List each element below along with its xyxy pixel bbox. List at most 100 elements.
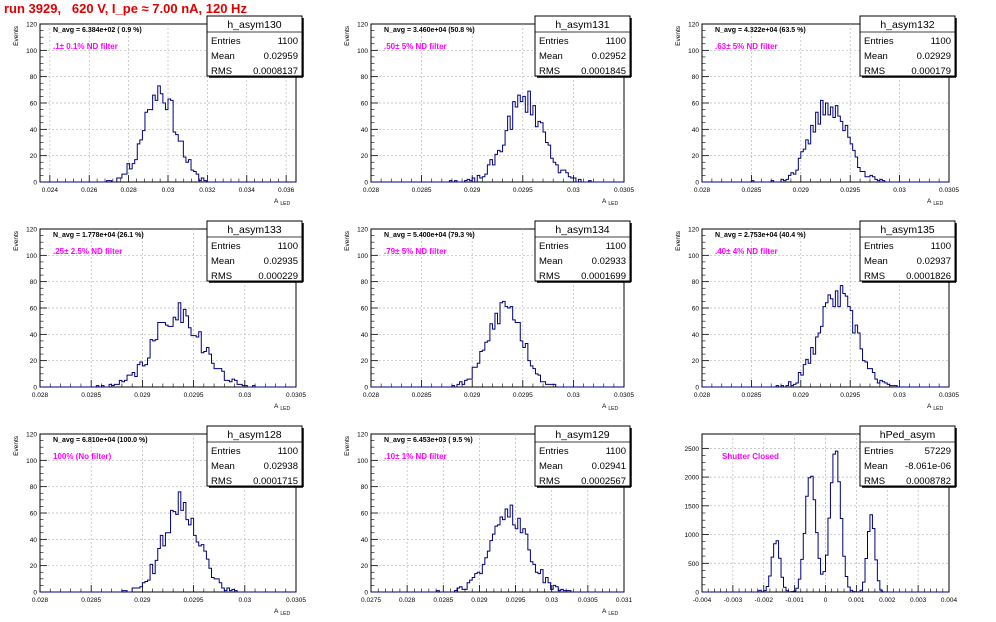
x-axis-label-sub: LED xyxy=(608,611,618,617)
stats-box-frame xyxy=(534,220,631,282)
stats-key-mean: Mean xyxy=(539,461,563,472)
x-tick-label: 0.028 xyxy=(32,597,49,604)
histogram-panel-h_asym129: 0 20 40 60 80 100 120 0.0275 0.028 0.0285 0.029 0.0… xyxy=(344,425,633,617)
x-tick-label: 0.0305 xyxy=(614,392,634,399)
y-tick-label: 120 xyxy=(357,22,368,29)
y-tick-label: 0 xyxy=(364,385,368,392)
stats-box: h_asym134 Entries 1100 Mean 0.02933 RMS 0.0001… xyxy=(534,220,632,283)
stats-value-entries: 1100 xyxy=(278,241,298,252)
navg-label: N_avg = 1.778e+04 (26.1 %) xyxy=(53,232,144,239)
histogram-line xyxy=(702,450,949,593)
histogram-line xyxy=(40,491,296,593)
stats-key-rms: RMS xyxy=(539,271,560,282)
y-tick-label: 120 xyxy=(26,432,37,439)
x-axis-label-sub: LED xyxy=(608,406,618,412)
histogram-panel-h_asym130: 0 20 40 60 80 100 120 0.024 0.026 0.028 0.03 0.032 0… xyxy=(13,15,304,207)
y-axis-label: Events xyxy=(13,25,20,46)
histogram-name: h_asym135 xyxy=(880,224,934,236)
y-tick-label: 120 xyxy=(357,227,368,234)
x-tick-label: 0.0305 xyxy=(614,187,634,194)
stats-box-frame xyxy=(206,220,303,282)
x-tick-label: 0.034 xyxy=(239,187,256,194)
y-tick-label: 40 xyxy=(692,332,700,339)
x-tick-label: 0.03 xyxy=(162,187,175,194)
y-tick-label: 1500 xyxy=(685,503,700,510)
stats-box-frame xyxy=(534,425,631,487)
stats-value-mean: 0.02935 xyxy=(264,256,298,267)
stats-value-rms: 0.000229 xyxy=(258,271,298,282)
histogram-name: h_asym128 xyxy=(227,429,281,441)
x-tick-label: 0.029 xyxy=(464,187,481,194)
histogram-panel-h_asym131: 0 20 40 60 80 100 120 0.028 0.0285 0.029 0.0295 0.0… xyxy=(344,15,634,207)
y-tick-label: 80 xyxy=(692,279,700,286)
stats-key-rms: RMS xyxy=(211,476,232,487)
x-tick-label: 0.004 xyxy=(941,597,958,604)
x-tick-label: 0.03 xyxy=(567,392,580,399)
histogram-line xyxy=(371,504,624,593)
y-axis-label: Events xyxy=(675,230,682,251)
stats-value-mean: 0.02941 xyxy=(592,461,626,472)
y-tick-label: 80 xyxy=(361,484,369,491)
stats-key-entries: Entries xyxy=(539,446,569,457)
stats-key-rms: RMS xyxy=(211,271,232,282)
histogram-line xyxy=(40,302,296,388)
stats-box-frame xyxy=(859,425,956,487)
y-tick-label: 80 xyxy=(30,484,38,491)
x-tick-label: 0.028 xyxy=(694,187,711,194)
x-tick-label: 0.0285 xyxy=(412,187,432,194)
stats-value-rms: 0.0001826 xyxy=(906,271,951,282)
stats-key-mean: Mean xyxy=(211,256,235,267)
y-tick-label: 60 xyxy=(30,101,38,108)
y-tick-label: 20 xyxy=(692,358,700,365)
navg-label: N_avg = 6.810e+04 (100.0 %) xyxy=(53,437,148,444)
y-tick-label: 60 xyxy=(30,511,38,518)
y-tick-label: 100 xyxy=(26,48,37,55)
x-tick-label: 0.028 xyxy=(363,187,380,194)
x-axis-label-sub: LED xyxy=(933,201,943,207)
x-tick-label: -0.002 xyxy=(755,597,774,604)
histogram-line xyxy=(40,85,296,183)
x-tick-label: -0.001 xyxy=(785,597,804,604)
x-tick-label: 0.0305 xyxy=(939,187,959,194)
x-tick-label: 0.0295 xyxy=(840,392,860,399)
histogram-name: h_asym132 xyxy=(880,19,934,31)
histogram-line xyxy=(702,99,949,183)
histogram-name: h_asym133 xyxy=(227,224,281,236)
stats-value-rms: 0.0001699 xyxy=(581,271,626,282)
y-tick-label: 500 xyxy=(688,561,699,568)
x-axis-label: A LED xyxy=(274,608,290,617)
x-tick-label: 0.002 xyxy=(879,597,896,604)
x-tick-label: 0.03 xyxy=(893,187,906,194)
x-tick-label: 0.03 xyxy=(238,392,251,399)
stats-value-entries: 1100 xyxy=(931,36,951,47)
histogram-name: h_asym134 xyxy=(555,224,609,236)
x-tick-label: 0.026 xyxy=(81,187,98,194)
y-tick-label: 20 xyxy=(30,358,38,365)
x-tick-label: 0.029 xyxy=(793,187,810,194)
stats-box-frame xyxy=(859,15,956,77)
histogram-panel-hPed_asym: 0 500 1000 1500 2000 2500 -0.004 -0.003 -0.002 -0… xyxy=(685,425,958,604)
x-tick-label: 0.029 xyxy=(134,597,151,604)
y-tick-label: 2000 xyxy=(685,475,700,482)
stats-key-mean: Mean xyxy=(211,461,235,472)
histogram-name: h_asym131 xyxy=(555,19,609,31)
stats-key-rms: RMS xyxy=(864,476,885,487)
histogram-name: h_asym130 xyxy=(227,19,281,31)
x-tick-label: 0.028 xyxy=(399,597,416,604)
x-tick-label: 0.0305 xyxy=(286,392,306,399)
stats-box-frame xyxy=(534,15,631,77)
stats-box-frame xyxy=(859,220,956,282)
stats-key-rms: RMS xyxy=(864,66,885,77)
y-tick-label: 80 xyxy=(30,74,38,81)
y-tick-label: 120 xyxy=(357,432,368,439)
y-axis-label: Events xyxy=(675,25,682,46)
y-tick-label: 40 xyxy=(361,537,369,544)
stats-box: hPed_asym Entries 57229 Mean -8.061e-06 RMS 0.… xyxy=(859,425,957,488)
filter-label: .79± 5% ND filter xyxy=(384,247,447,256)
y-tick-label: 0 xyxy=(33,590,37,597)
x-tick-label: 0.028 xyxy=(694,392,711,399)
stats-value-mean: 0.02952 xyxy=(592,51,626,62)
x-axis-label-sub: LED xyxy=(280,406,290,412)
y-tick-label: 60 xyxy=(361,511,369,518)
y-tick-label: 0 xyxy=(33,180,37,187)
